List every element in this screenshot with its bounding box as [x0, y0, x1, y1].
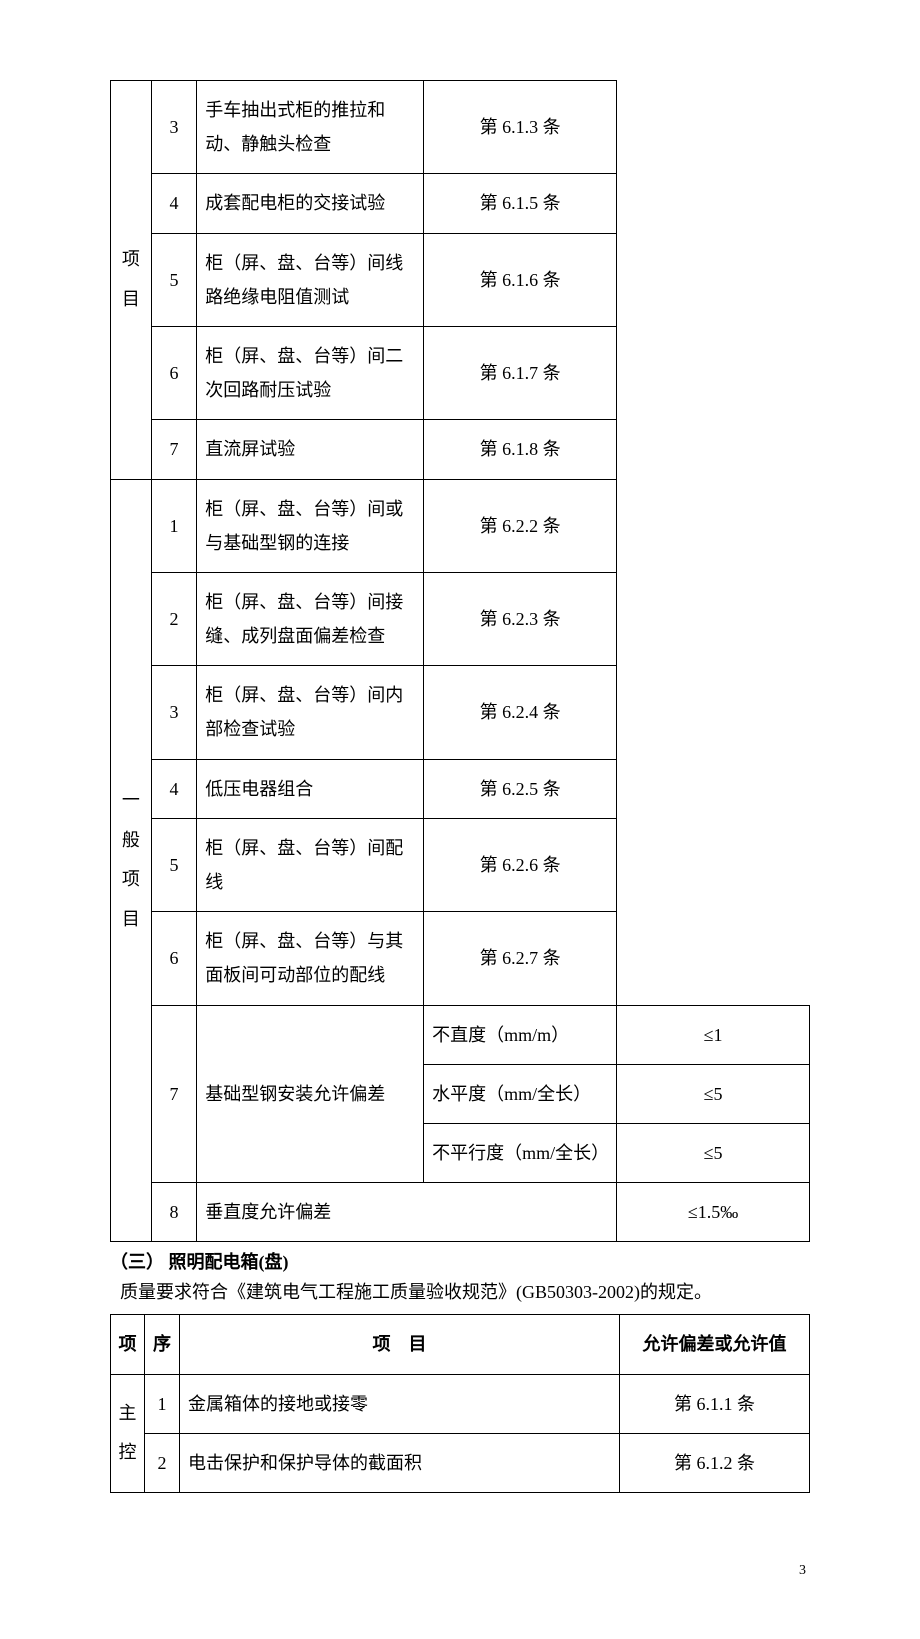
sub-key: 不直度（mm/m）: [424, 1005, 617, 1064]
table-row: 5 柜（屏、盘、台等）间线路绝缘电阻值测试 第 6.1.6 条: [111, 233, 810, 326]
row-number: 5: [151, 233, 196, 326]
page-number: 3: [110, 1563, 810, 1579]
row-number: 1: [151, 479, 196, 572]
row-number: 3: [151, 666, 196, 759]
table-spec-second: 项 序 项 目 允许偏差或允许值 主控 1 金属箱体的接地或接零 第 6.1.1…: [110, 1314, 810, 1493]
row-number: 6: [151, 912, 196, 1005]
row-number: 8: [151, 1183, 196, 1242]
row-desc: 柜（屏、盘、台等）间或与基础型钢的连接: [197, 479, 424, 572]
row-ref: 第 6.1.8 条: [424, 420, 617, 479]
header-cat: 项: [111, 1315, 145, 1374]
row-number: 4: [151, 174, 196, 233]
category-label: 一般项目: [122, 790, 140, 929]
sub-val: ≤1: [617, 1005, 810, 1064]
row-ref: 第 6.1.3 条: [424, 81, 617, 174]
row-number: 2: [151, 572, 196, 665]
row-ref: 第 6.2.7 条: [424, 912, 617, 1005]
table-header-row: 项 序 项 目 允许偏差或允许值: [111, 1315, 810, 1374]
row-ref: ≤1.5‰: [617, 1183, 810, 1242]
table-row: 4 低压电器组合 第 6.2.5 条: [111, 759, 810, 818]
row-desc: 柜（屏、盘、台等）间二次回路耐压试验: [197, 326, 424, 419]
row-number: 4: [151, 759, 196, 818]
section-body: 质量要求符合《建筑电气工程施工质量验收规范》(GB50303-2002)的规定。: [110, 1278, 810, 1304]
row-desc: 柜（屏、盘、台等）间接缝、成列盘面偏差检查: [197, 572, 424, 665]
header-num: 序: [145, 1315, 180, 1374]
row-ref: 第 6.2.5 条: [424, 759, 617, 818]
header-desc: 项 目: [180, 1315, 620, 1374]
header-ref: 允许偏差或允许值: [620, 1315, 810, 1374]
table-row: 3 柜（屏、盘、台等）间内部检查试验 第 6.2.4 条: [111, 666, 810, 759]
row-desc: 柜（屏、盘、台等）间线路绝缘电阻值测试: [197, 233, 424, 326]
table-row: 6 柜（屏、盘、台等）与其面板间可动部位的配线 第 6.2.7 条: [111, 912, 810, 1005]
sub-val: ≤5: [617, 1123, 810, 1182]
row-ref: 第 6.1.2 条: [620, 1433, 810, 1492]
row-number: 1: [145, 1374, 180, 1433]
row-ref: 第 6.2.3 条: [424, 572, 617, 665]
table-row: 6 柜（屏、盘、台等）间二次回路耐压试验 第 6.1.7 条: [111, 326, 810, 419]
row-desc: 基础型钢安装允许偏差: [197, 1005, 424, 1183]
table-row: 7 直流屏试验 第 6.1.8 条: [111, 420, 810, 479]
table-row: 项目 3 手车抽出式柜的推拉和动、静触头检查 第 6.1.3 条: [111, 81, 810, 174]
category-cell-general: 一般项目: [111, 479, 152, 1242]
row-number: 5: [151, 818, 196, 911]
category-cell-main: 主控: [111, 1374, 145, 1492]
section-heading: （三） 照明配电箱(盘): [110, 1248, 810, 1274]
row-desc: 柜（屏、盘、台等）间内部检查试验: [197, 666, 424, 759]
sub-key: 水平度（mm/全长）: [424, 1064, 617, 1123]
row-desc: 金属箱体的接地或接零: [180, 1374, 620, 1433]
category-label: 项目: [122, 249, 140, 309]
table-row: 8 垂直度允许偏差 ≤1.5‰: [111, 1183, 810, 1242]
row-number: 7: [151, 420, 196, 479]
table-row: 2 电击保护和保护导体的截面积 第 6.1.2 条: [111, 1433, 810, 1492]
table-row: 5 柜（屏、盘、台等）间配线 第 6.2.6 条: [111, 818, 810, 911]
row-ref: 第 6.2.4 条: [424, 666, 617, 759]
row-desc: 直流屏试验: [197, 420, 424, 479]
row-desc: 手车抽出式柜的推拉和动、静触头检查: [197, 81, 424, 174]
row-number: 2: [145, 1433, 180, 1492]
row-desc: 成套配电柜的交接试验: [197, 174, 424, 233]
table-row: 4 成套配电柜的交接试验 第 6.1.5 条: [111, 174, 810, 233]
category-label: 主控: [119, 1403, 137, 1463]
category-cell-top: 项目: [111, 81, 152, 480]
row-ref: 第 6.1.5 条: [424, 174, 617, 233]
row-desc: 垂直度允许偏差: [197, 1183, 617, 1242]
row-ref: 第 6.2.2 条: [424, 479, 617, 572]
row-desc: 低压电器组合: [197, 759, 424, 818]
table-row: 2 柜（屏、盘、台等）间接缝、成列盘面偏差检查 第 6.2.3 条: [111, 572, 810, 665]
row-ref: 第 6.1.7 条: [424, 326, 617, 419]
row-number: 7: [151, 1005, 196, 1183]
row-number: 6: [151, 326, 196, 419]
table-row: 7 基础型钢安装允许偏差 不直度（mm/m） ≤1: [111, 1005, 810, 1064]
row-ref: 第 6.1.1 条: [620, 1374, 810, 1433]
table-row: 主控 1 金属箱体的接地或接零 第 6.1.1 条: [111, 1374, 810, 1433]
row-ref: 第 6.2.6 条: [424, 818, 617, 911]
row-ref: 第 6.1.6 条: [424, 233, 617, 326]
sub-val: ≤5: [617, 1064, 810, 1123]
row-desc: 电击保护和保护导体的截面积: [180, 1433, 620, 1492]
row-desc: 柜（屏、盘、台等）与其面板间可动部位的配线: [197, 912, 424, 1005]
row-number: 3: [151, 81, 196, 174]
table-spec-first: 项目 3 手车抽出式柜的推拉和动、静触头检查 第 6.1.3 条 4 成套配电柜…: [110, 80, 810, 1242]
sub-key: 不平行度（mm/全长）: [424, 1123, 617, 1182]
row-desc: 柜（屏、盘、台等）间配线: [197, 818, 424, 911]
table-row: 一般项目 1 柜（屏、盘、台等）间或与基础型钢的连接 第 6.2.2 条: [111, 479, 810, 572]
